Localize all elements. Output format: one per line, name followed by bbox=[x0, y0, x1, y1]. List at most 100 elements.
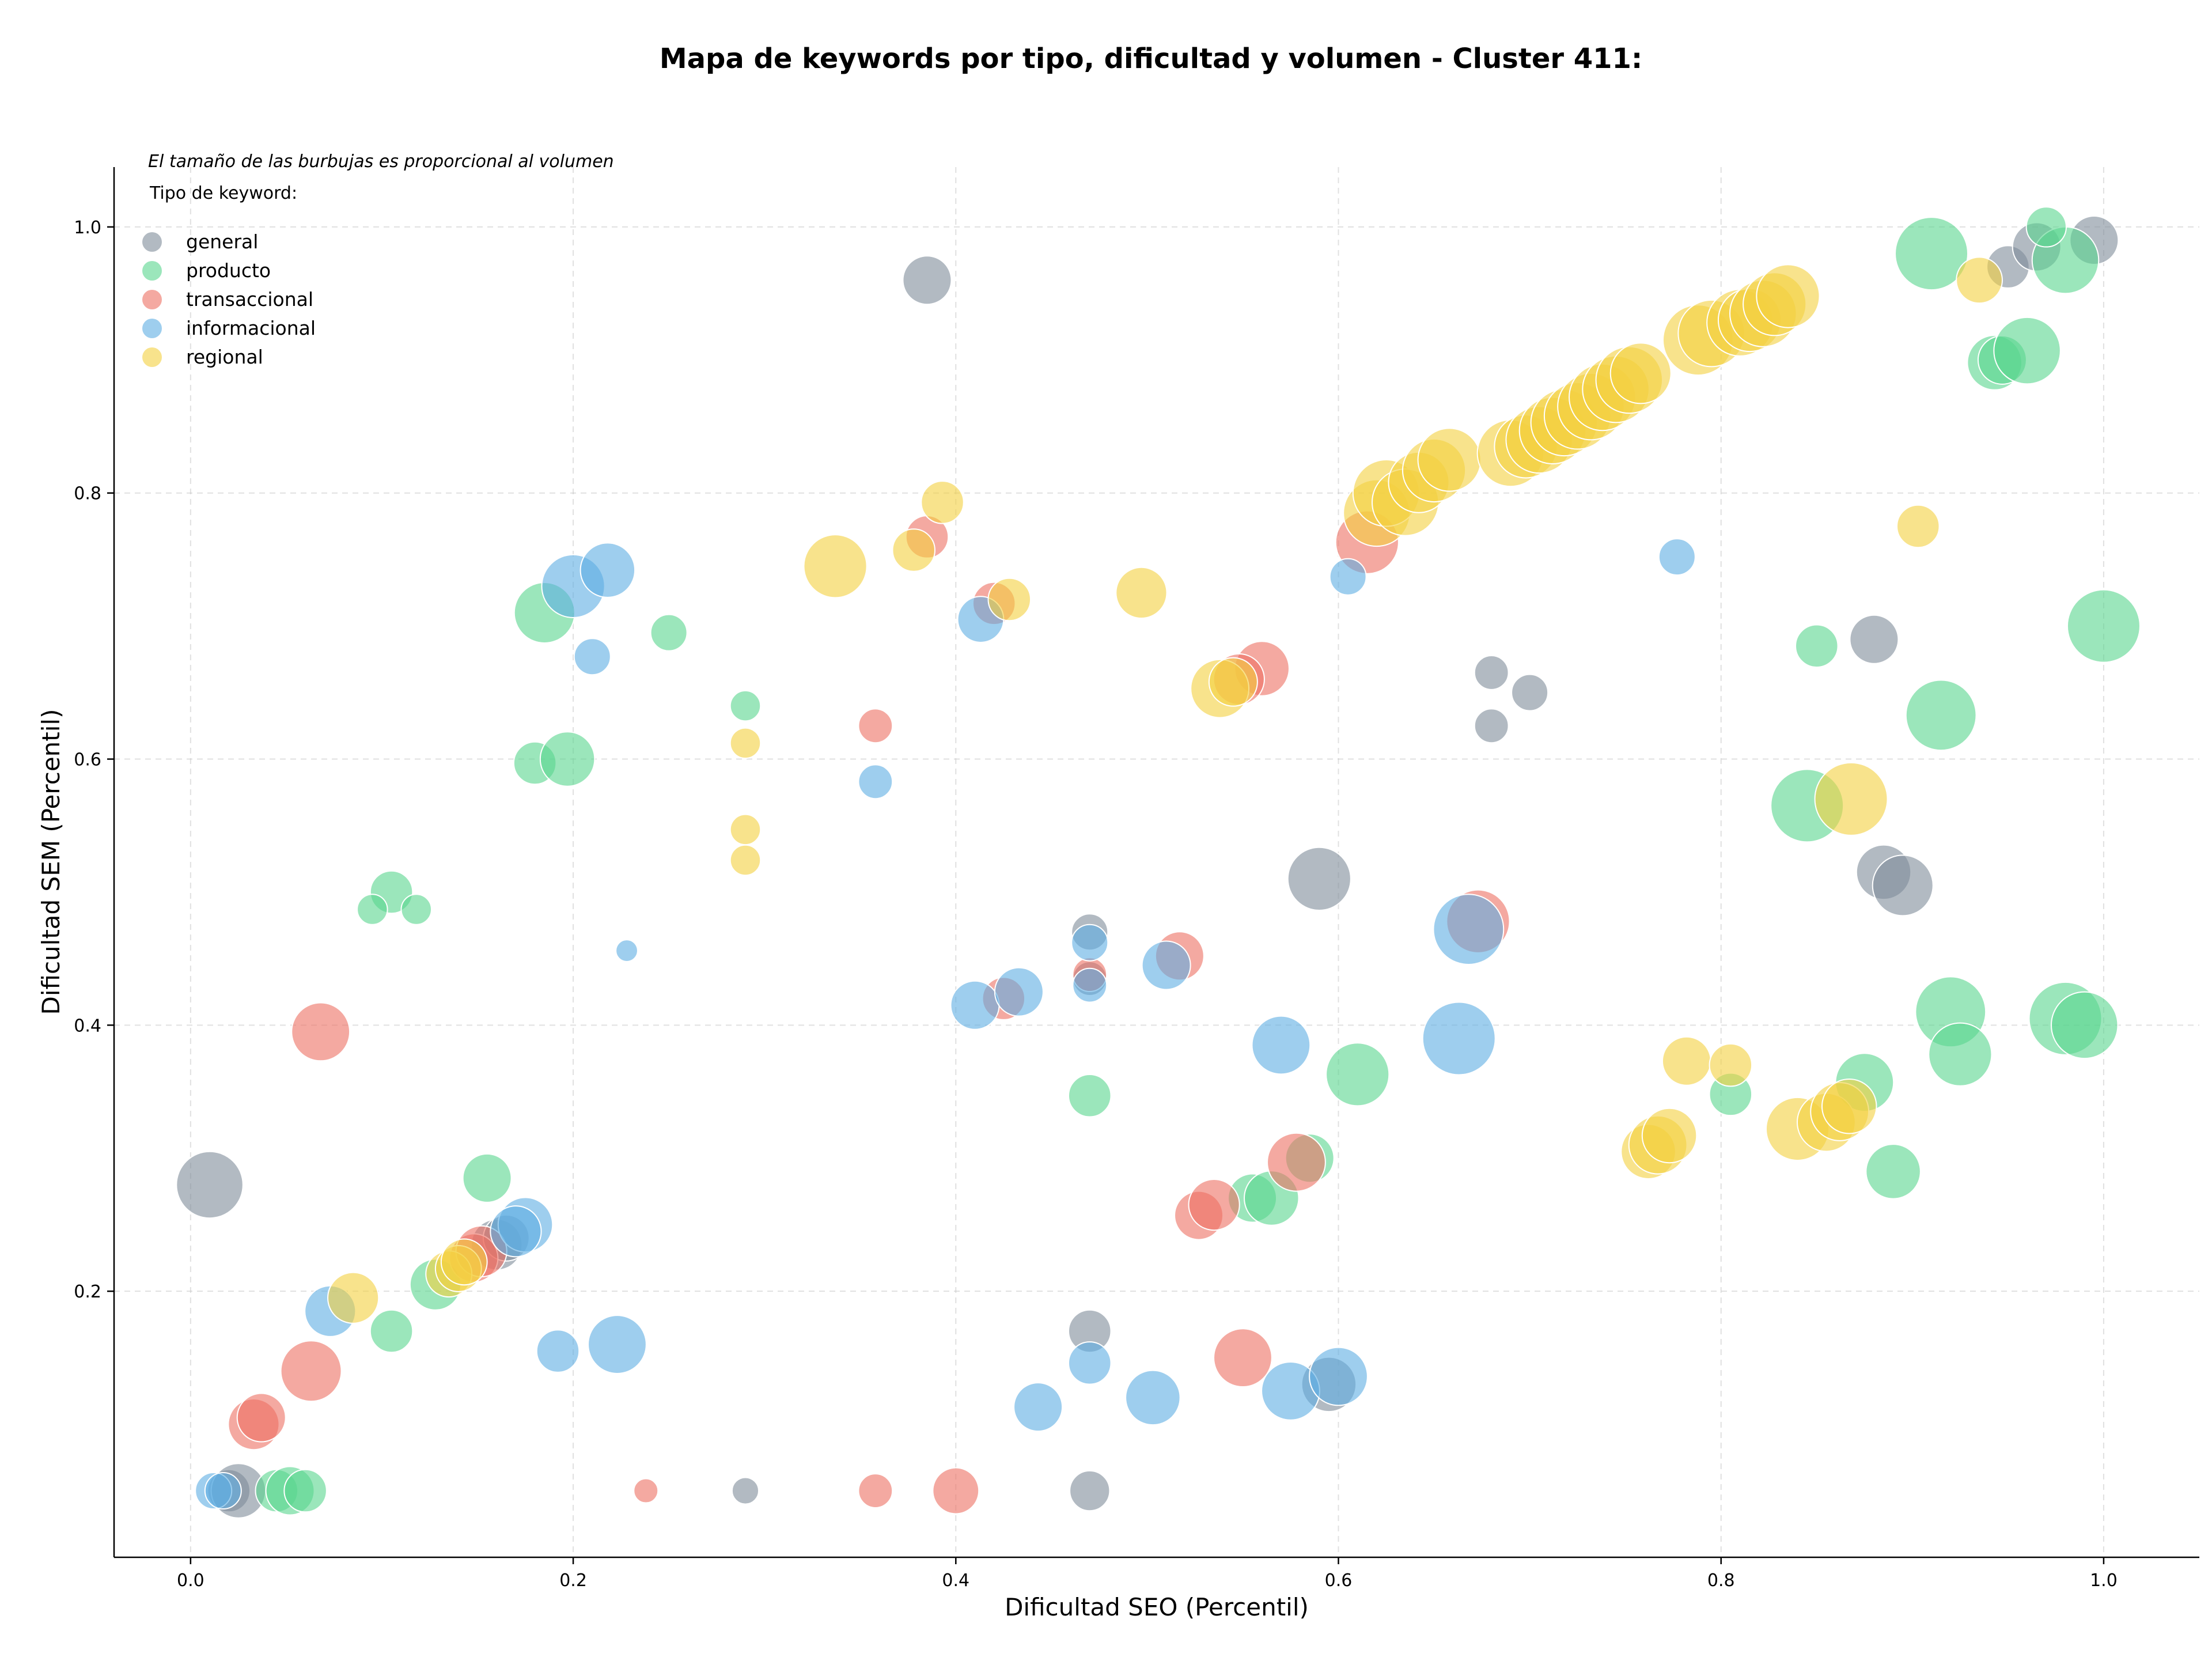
x-tick-label: 0.4 bbox=[942, 1571, 969, 1591]
bubble-regional bbox=[1641, 1107, 1698, 1164]
bubble-informacional bbox=[1433, 894, 1505, 966]
y-tick-label: 0.8 bbox=[74, 484, 101, 504]
x-tick-label: 0.6 bbox=[1325, 1571, 1353, 1591]
bubble-producto bbox=[1993, 316, 2061, 385]
bubble-general bbox=[731, 1477, 760, 1505]
bubble-informacional bbox=[579, 542, 636, 598]
bubble-informacional bbox=[1329, 558, 1367, 596]
bubble-producto bbox=[357, 894, 388, 925]
bubble-regional bbox=[1896, 504, 1940, 548]
bubble-producto bbox=[2066, 589, 2141, 663]
bubble-producto bbox=[539, 731, 596, 787]
bubble-transaccional bbox=[1267, 1132, 1326, 1192]
bubble-transaccional bbox=[858, 1473, 893, 1508]
bubble-informacional bbox=[1309, 1346, 1368, 1406]
bubble-regional bbox=[327, 1272, 380, 1324]
x-tick-label: 1.0 bbox=[2090, 1571, 2118, 1591]
bubble-regional bbox=[1417, 427, 1482, 492]
bubble-producto bbox=[1795, 624, 1839, 668]
bubble-regional bbox=[1956, 256, 2003, 304]
bubble-regional bbox=[729, 844, 762, 876]
legend-label-informacional: informacional bbox=[186, 317, 316, 339]
tick-layer: 0.0 0.2 0.4 0.6 0.8 1.0 0.2 0.4 0.6 0.8 1.0 bbox=[74, 218, 2118, 1591]
bubble-regional bbox=[1609, 342, 1672, 404]
bubble-transaccional bbox=[858, 708, 893, 744]
bubble-producto bbox=[2025, 206, 2067, 248]
bubble-transaccional bbox=[291, 1002, 351, 1062]
bubble-producto bbox=[1928, 1022, 1993, 1087]
bubble-informacional bbox=[615, 939, 638, 962]
bubble-regional bbox=[1821, 1078, 1877, 1134]
bubble-informacional bbox=[204, 1472, 242, 1510]
legend-title: Tipo de keyword: bbox=[149, 183, 297, 203]
bubble-general bbox=[902, 255, 952, 305]
axes-layer bbox=[113, 167, 2199, 1558]
bubble-regional bbox=[1709, 1043, 1753, 1087]
bubble-general bbox=[1511, 674, 1549, 712]
legend-label-producto: producto bbox=[186, 259, 271, 282]
bubble-general bbox=[1474, 708, 1509, 744]
legend-marker-producto bbox=[142, 261, 162, 281]
bubble-general bbox=[1872, 854, 1934, 917]
bubble-regional bbox=[1115, 566, 1168, 619]
bubble-general bbox=[1474, 655, 1509, 690]
x-tick-label: 0.2 bbox=[559, 1571, 587, 1591]
bubble-regional bbox=[892, 528, 935, 572]
bubble-producto bbox=[1325, 1042, 1390, 1107]
bubble-regional bbox=[1661, 1036, 1711, 1086]
bubble-informacional bbox=[1422, 1001, 1496, 1076]
bubble-general bbox=[1849, 614, 1899, 664]
bubble-regional bbox=[1814, 762, 1888, 836]
bubble-informacional bbox=[1072, 967, 1108, 1003]
y-axis-label: Dificultad SEM (Percentil) bbox=[37, 709, 65, 1015]
bubble-informacional bbox=[1141, 940, 1191, 990]
bubble-general bbox=[1069, 1470, 1111, 1512]
bubble-informacional bbox=[950, 980, 1000, 1030]
bubble-informacional bbox=[1071, 924, 1109, 962]
bubble-regional bbox=[440, 1238, 488, 1286]
bubble-transaccional bbox=[1213, 1328, 1272, 1388]
bubble-informacional bbox=[1013, 1382, 1063, 1432]
bubble-producto bbox=[650, 614, 688, 652]
bubble-informacional bbox=[573, 638, 611, 676]
volume-note: El tamaño de las burbujas es proporciona… bbox=[148, 152, 614, 172]
bubble-regional bbox=[1208, 657, 1258, 707]
bubble-informacional bbox=[1251, 1015, 1311, 1075]
chart-title: Mapa de keywords por tipo, dificultad y … bbox=[660, 43, 1642, 75]
bubble-informacional bbox=[1125, 1369, 1181, 1426]
legend-label-regional: regional bbox=[186, 346, 263, 368]
bubble-informacional bbox=[1658, 538, 1696, 576]
bubble-producto bbox=[1865, 1144, 1921, 1200]
bubble-general bbox=[176, 1151, 244, 1219]
bubble-transaccional bbox=[932, 1467, 980, 1515]
bubble-regional bbox=[729, 814, 762, 846]
legend: general producto transaccional informaciona… bbox=[142, 230, 316, 368]
bubble-informacional bbox=[490, 1205, 542, 1258]
legend-label-transaccional: transaccional bbox=[186, 288, 313, 311]
bubble-producto bbox=[1905, 679, 1977, 751]
bubble-informacional bbox=[858, 764, 893, 800]
bubble-regional bbox=[1756, 264, 1820, 328]
bubble-informacional bbox=[588, 1315, 647, 1374]
bubble-producto bbox=[1068, 1073, 1112, 1118]
x-tick-label: 0.8 bbox=[1707, 1571, 1735, 1591]
y-tick-label: 0.6 bbox=[74, 750, 101, 770]
bubble-layer bbox=[176, 206, 2141, 1519]
legend-label-general: general bbox=[186, 230, 258, 253]
bubble-regional bbox=[803, 534, 868, 599]
bubble-producto bbox=[369, 1309, 414, 1353]
x-tick-label: 0.0 bbox=[177, 1571, 204, 1591]
bubble-producto bbox=[2050, 991, 2119, 1060]
bubble-informacional bbox=[1068, 1341, 1112, 1385]
bubble-regional bbox=[921, 480, 964, 524]
legend-marker-regional bbox=[142, 347, 162, 367]
legend-marker-transaccional bbox=[142, 290, 162, 309]
bubble-transaccional bbox=[633, 1478, 659, 1504]
legend-marker-general bbox=[142, 232, 162, 252]
bubble-transaccional bbox=[1188, 1178, 1240, 1231]
bubble-general bbox=[1287, 846, 1351, 911]
y-tick-label: 0.4 bbox=[74, 1016, 101, 1036]
legend-marker-informacional bbox=[142, 319, 162, 338]
